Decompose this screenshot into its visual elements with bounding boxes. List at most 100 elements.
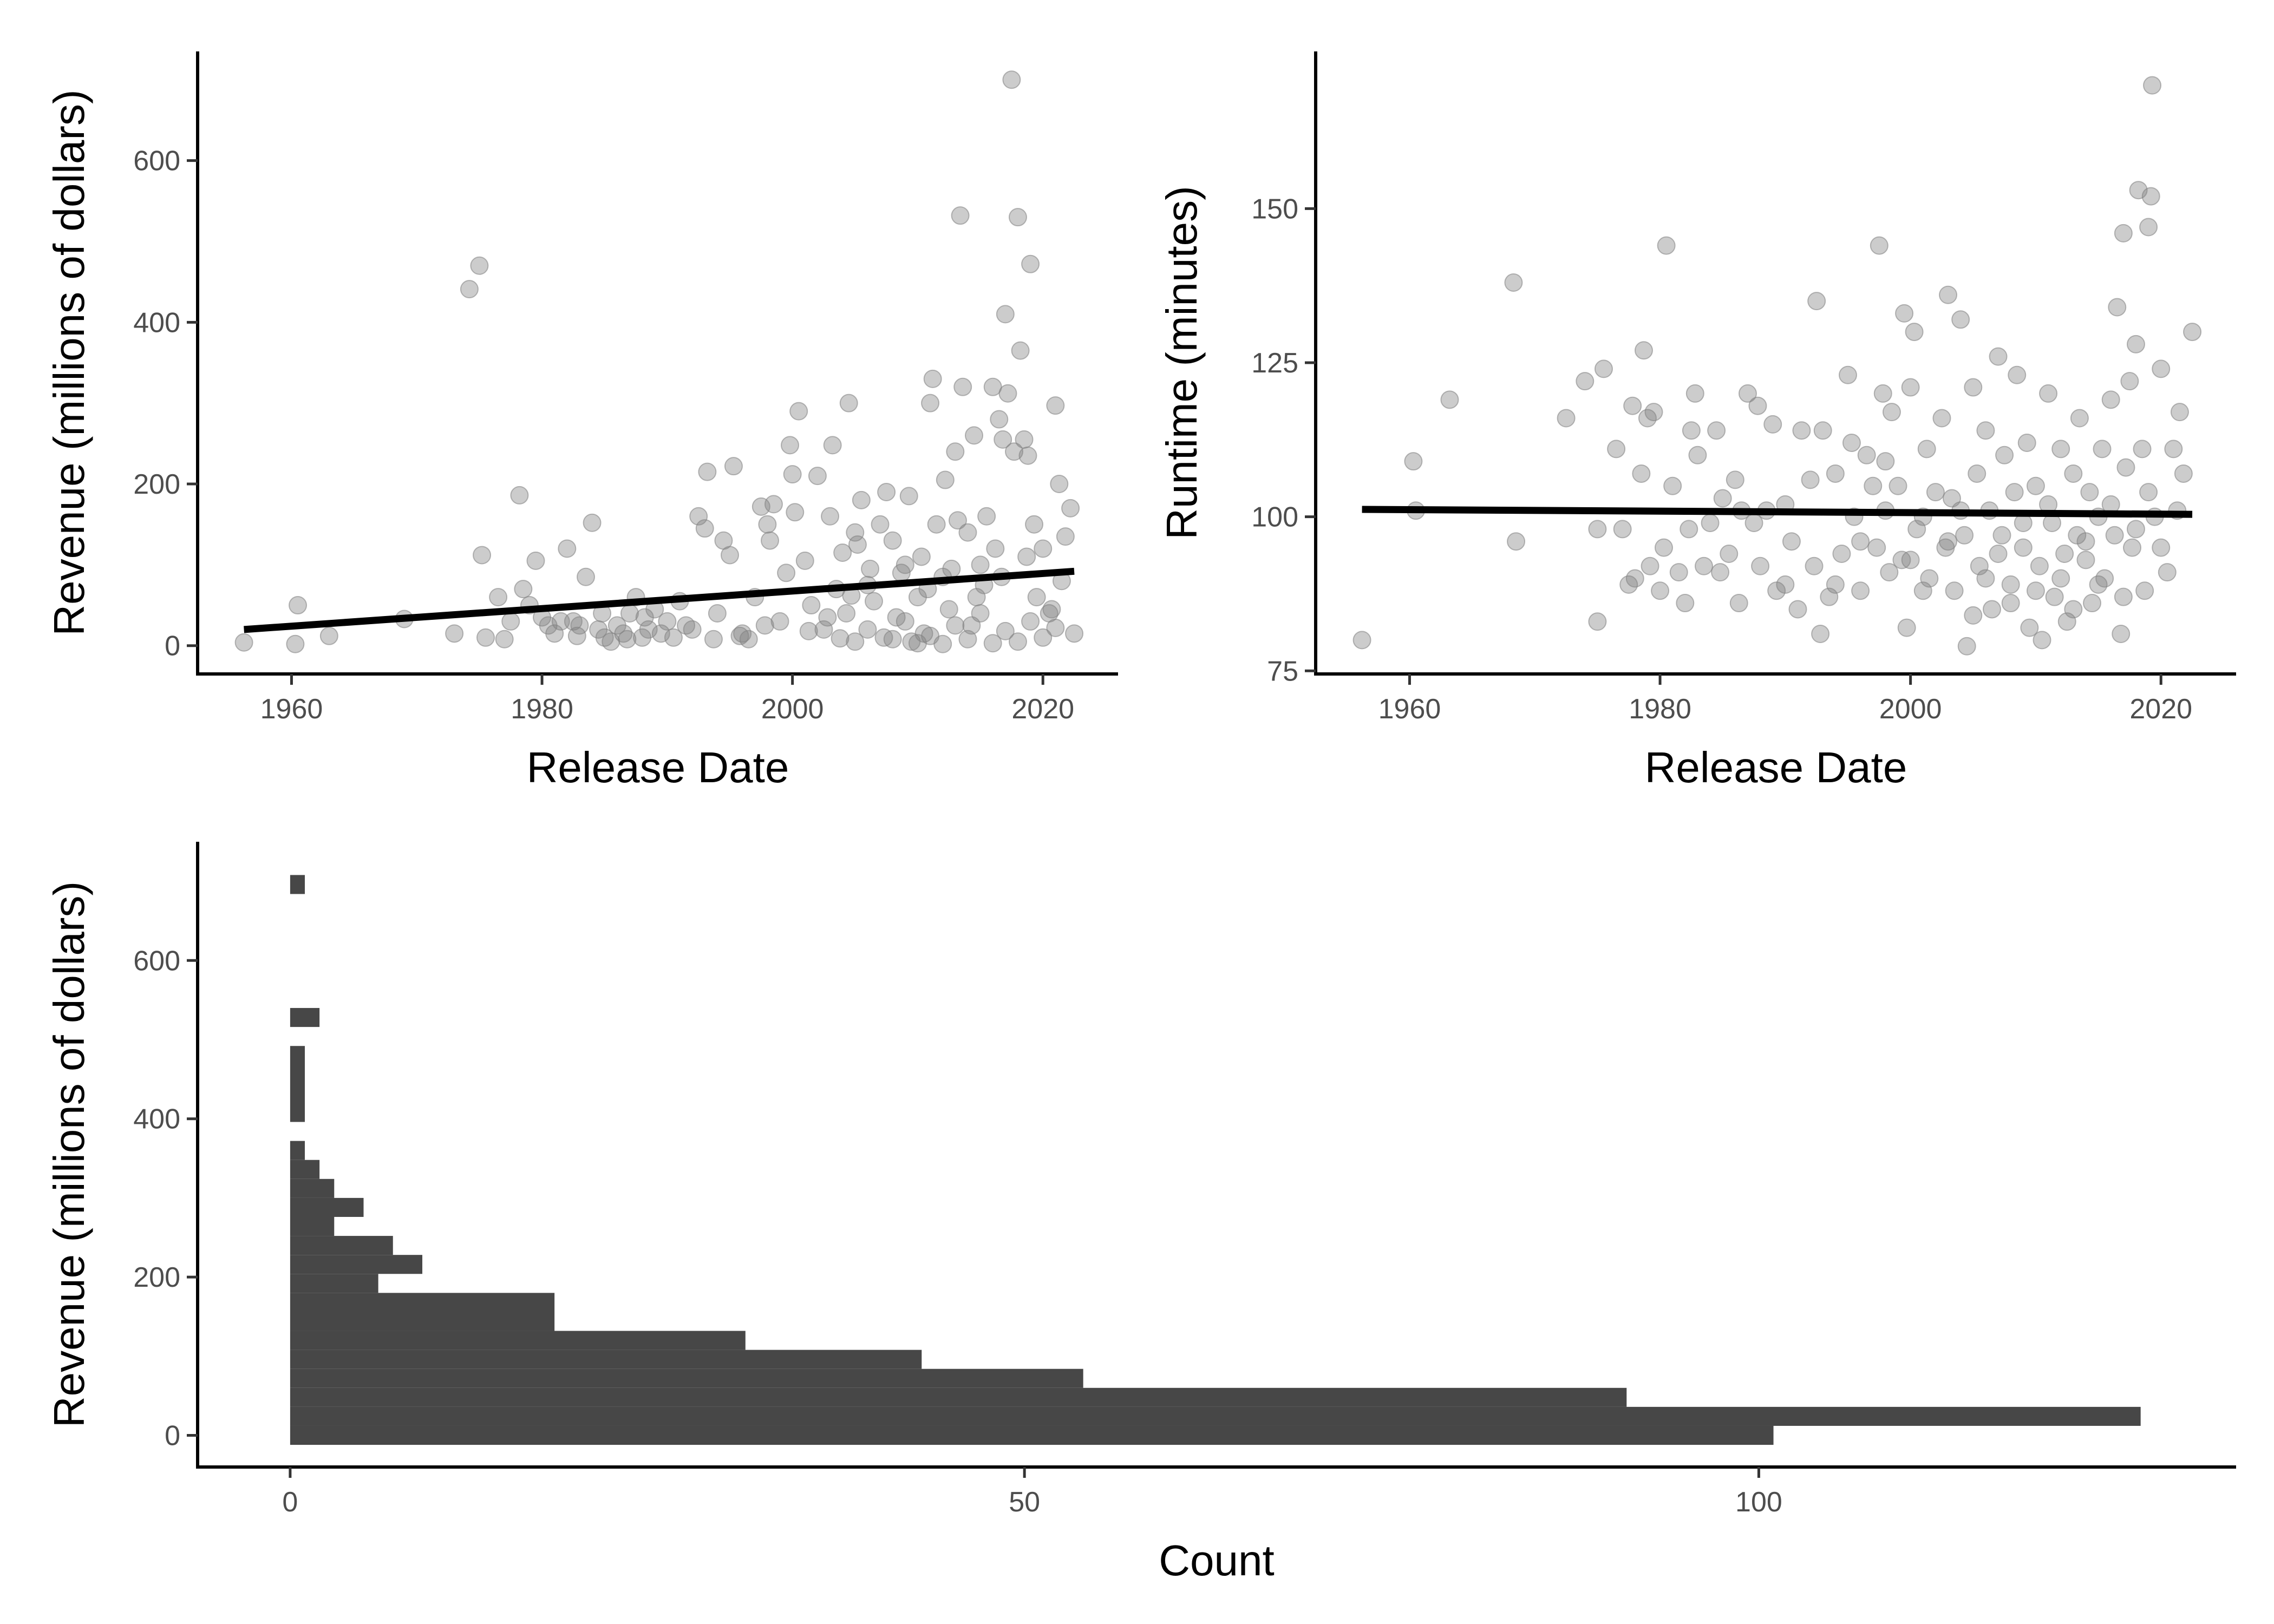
data-point: [1651, 581, 1670, 600]
data-point: [2143, 76, 2162, 95]
data-point: [896, 612, 914, 631]
data-point: [1763, 415, 1782, 434]
data-point: [1876, 452, 1895, 471]
data-point: [1056, 527, 1075, 546]
y-tick-label: 75: [1267, 656, 1298, 687]
data-point: [1632, 464, 1651, 483]
data-point: [831, 629, 850, 648]
data-point: [871, 515, 890, 534]
data-point: [1594, 359, 1613, 378]
data-point: [927, 515, 946, 534]
data-point: [1901, 551, 1920, 569]
data-point: [2170, 403, 2189, 422]
data-point: [808, 467, 827, 486]
data-point: [802, 596, 821, 615]
data-point: [495, 630, 514, 649]
data-point: [2026, 581, 2045, 600]
data-point: [2051, 569, 2070, 588]
data-point: [1634, 341, 1653, 360]
data-point: [965, 426, 984, 445]
data-point: [786, 503, 805, 522]
data-point: [1027, 588, 1046, 607]
data-point: [1588, 612, 1607, 631]
data-point: [2123, 538, 2142, 557]
data-point: [996, 621, 1015, 640]
data-point: [1792, 421, 1811, 440]
histogram-bar: [290, 1046, 305, 1122]
axis-lines: [1314, 51, 2236, 676]
x-axis-title: Release Date: [1645, 743, 1907, 791]
data-point: [1701, 514, 1720, 533]
y-tick-label: 0: [165, 631, 180, 662]
data-point: [1557, 409, 1576, 428]
histogram-bar: [290, 1387, 1627, 1407]
data-point: [1061, 499, 1080, 518]
data-point: [1917, 440, 1936, 459]
data-point: [946, 616, 965, 635]
data-point: [473, 546, 492, 565]
data-point: [758, 515, 777, 534]
data-point: [2105, 526, 2124, 545]
data-point: [1607, 440, 1626, 459]
data-point: [1880, 563, 1899, 582]
panel-2: 1960 1980 2000 2020 75 100 125 150 Release Date R…: [1158, 51, 2236, 791]
histogram-bar: [290, 1217, 335, 1236]
data-point: [489, 588, 508, 607]
data-point: [1905, 323, 1924, 342]
data-point: [977, 507, 996, 526]
data-point: [887, 608, 906, 627]
data-point: [1034, 539, 1053, 558]
data-point: [1807, 292, 1826, 311]
data-point: [1657, 236, 1676, 255]
data-point: [2141, 187, 2160, 206]
histogram-bar: [290, 1331, 746, 1350]
data-point: [2064, 600, 2083, 619]
data-point: [2158, 563, 2177, 582]
data-point: [833, 543, 852, 562]
data-point: [912, 547, 931, 566]
data-point: [1901, 378, 1920, 397]
data-point: [1625, 569, 1644, 588]
y-tick-label: 100: [1251, 502, 1298, 533]
data-point: [658, 612, 677, 631]
data-point: [724, 457, 743, 476]
y-tick-label: 200: [133, 469, 180, 500]
data-point: [1957, 637, 1976, 656]
data-point: [2116, 458, 2135, 477]
data-point: [1801, 470, 1820, 489]
panel-3: 0 50 100 0 200 400 600 Count Revenue (millions o…: [45, 842, 2236, 1584]
histogram-bar: [290, 1008, 320, 1027]
data-point: [551, 612, 570, 631]
data-point: [1682, 421, 1701, 440]
data-point: [1008, 632, 1027, 651]
histogram-bar: [290, 1293, 555, 1331]
data-point: [2005, 483, 2024, 502]
data-point: [852, 490, 871, 509]
data-point: [1788, 600, 1807, 619]
data-point: [958, 523, 977, 542]
data-point: [971, 555, 990, 574]
data-point: [2080, 483, 2099, 502]
data-point: [2089, 575, 2108, 594]
data-point: [1688, 446, 1707, 464]
data-point: [1720, 544, 1739, 563]
data-point: [864, 592, 883, 611]
data-point: [720, 546, 739, 565]
data-point: [514, 580, 533, 599]
data-point: [923, 369, 942, 388]
data-point: [2076, 551, 2095, 569]
axis-lines: [196, 842, 2236, 1469]
data-point: [1021, 254, 1040, 273]
y-axis-title: Revenue (millions of dollars): [45, 89, 93, 636]
data-point: [1352, 631, 1371, 650]
data-point: [942, 559, 961, 578]
data-point: [2017, 434, 2036, 453]
data-point: [1017, 547, 1036, 566]
data-point: [1951, 310, 1970, 329]
data-point: [618, 630, 637, 649]
data-point: [1939, 532, 1958, 551]
y-tick-label: 0: [165, 1420, 180, 1452]
data-point: [951, 206, 970, 225]
data-point: [967, 588, 986, 607]
y-tick-label: 600: [133, 945, 180, 977]
